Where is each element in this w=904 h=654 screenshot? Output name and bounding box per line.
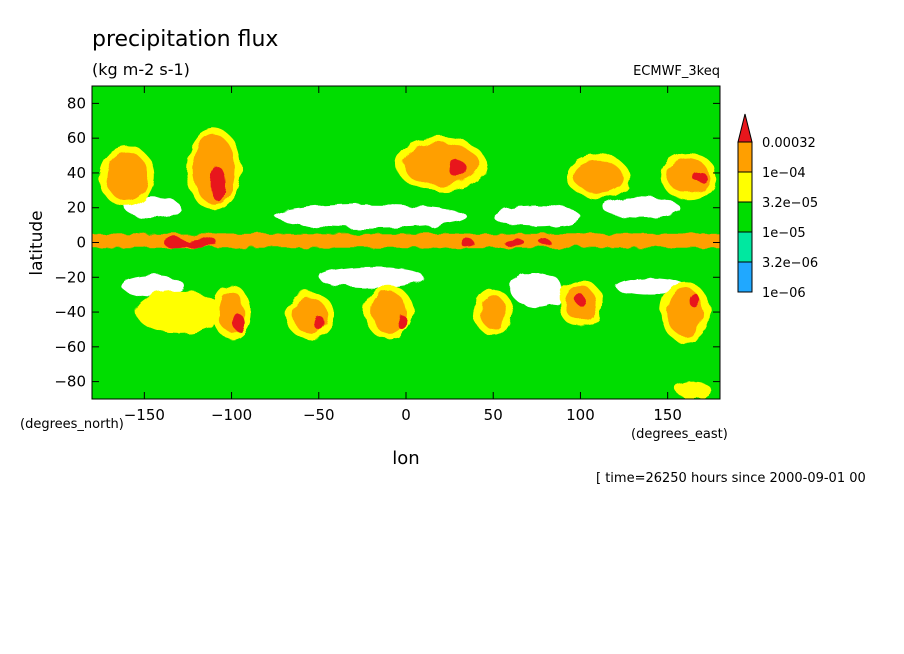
y-tick-label: 60 (67, 129, 86, 147)
field-dry-region-2 (275, 204, 468, 229)
x-units-label: (degrees_east) (631, 427, 728, 442)
colorbar-segment (737, 171, 753, 203)
colorbar-label: 1e−05 (762, 226, 806, 241)
colorbar-segment (737, 141, 753, 173)
colorbar-segment (737, 231, 753, 263)
field-cell-29 (692, 171, 707, 182)
colorbar: 0.00032 1e−04 3.2e−05 1e−05 3.2e−06 1e−06 (737, 113, 818, 301)
colorbar-label: 3.2e−06 (762, 256, 818, 271)
field-cell-13 (402, 143, 480, 186)
field-cell-28 (449, 160, 468, 179)
field-cell-10 (676, 381, 712, 399)
field-cell-14 (573, 160, 623, 193)
y-tick-label: 40 (67, 164, 86, 182)
source-label: ECMWF_3keq (633, 64, 720, 79)
field-cell-33 (575, 294, 586, 306)
field-dry-region-5 (121, 275, 185, 297)
field-cell-24 (460, 239, 475, 246)
colorbar-segment (737, 261, 753, 293)
x-tick-label: −50 (303, 406, 335, 424)
field-cell-25 (503, 239, 525, 246)
field-cell-30 (233, 313, 244, 332)
field-cell-15 (667, 159, 710, 194)
y-units-label: (degrees_north) (20, 417, 124, 432)
plot-area (92, 86, 720, 399)
x-tick-label: 100 (566, 406, 595, 424)
y-tick-label: 20 (67, 199, 86, 217)
field-cell-26 (540, 239, 551, 246)
field-cell-32 (397, 315, 408, 330)
x-tick-label: 0 (401, 406, 411, 424)
y-tick-label: −80 (54, 373, 86, 391)
field-cell-23 (163, 237, 188, 248)
y-tick-label: 80 (67, 94, 86, 112)
x-axis-title: lon (392, 448, 419, 469)
x-tick-label: −150 (124, 406, 165, 424)
y-tick-label: −40 (54, 303, 86, 321)
chart-units: (kg m-2 s-1) (92, 60, 190, 79)
field-dry-region-4 (603, 197, 680, 219)
colorbar-label: 1e−06 (762, 286, 806, 301)
field-dry-region-6 (318, 266, 424, 288)
field-dry-region-7 (510, 272, 563, 307)
field-cell-27 (210, 165, 225, 201)
colorbar-label: 3.2e−05 (762, 196, 818, 211)
chart-title: precipitation flux (92, 27, 278, 52)
x-axis: −150 −100 −50 0 50 100 150 (124, 86, 682, 424)
field-band-0 (92, 233, 720, 248)
field-cell-18 (371, 291, 406, 333)
time-footer: [ time=26250 hours since 2000-09-01 00 (596, 471, 866, 486)
field-cell-9 (135, 291, 223, 333)
colorbar-label: 0.00032 (762, 136, 816, 151)
x-tick-label: 150 (653, 406, 682, 424)
y-tick-label: −20 (54, 268, 86, 286)
field-cell-11 (105, 152, 148, 201)
field-dry-region-8 (615, 277, 686, 295)
precipitation-field (92, 128, 720, 399)
x-tick-label: −100 (211, 406, 252, 424)
colorbar-segment (737, 201, 753, 233)
field-cell-22 (182, 237, 218, 248)
field-cell-17 (292, 298, 328, 333)
field-cell-34 (688, 292, 700, 307)
y-axis-title: latitude (27, 210, 47, 275)
colorbar-label: 1e−04 (762, 166, 806, 181)
y-tick-label: −60 (54, 338, 86, 356)
colorbar-triangle (737, 113, 753, 143)
x-tick-label: 50 (484, 406, 503, 424)
field-cell-31 (313, 315, 325, 330)
field-dry-region-3 (493, 205, 581, 227)
field-cell-19 (481, 294, 506, 330)
y-axis: 80 60 40 20 0 −20 −40 −60 −80 (54, 94, 720, 391)
y-tick-label: 0 (76, 234, 86, 252)
